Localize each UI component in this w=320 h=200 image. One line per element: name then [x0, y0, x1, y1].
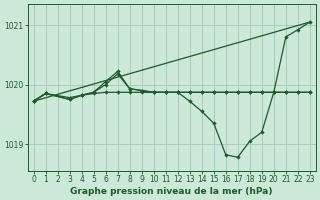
X-axis label: Graphe pression niveau de la mer (hPa): Graphe pression niveau de la mer (hPa) [70, 187, 273, 196]
